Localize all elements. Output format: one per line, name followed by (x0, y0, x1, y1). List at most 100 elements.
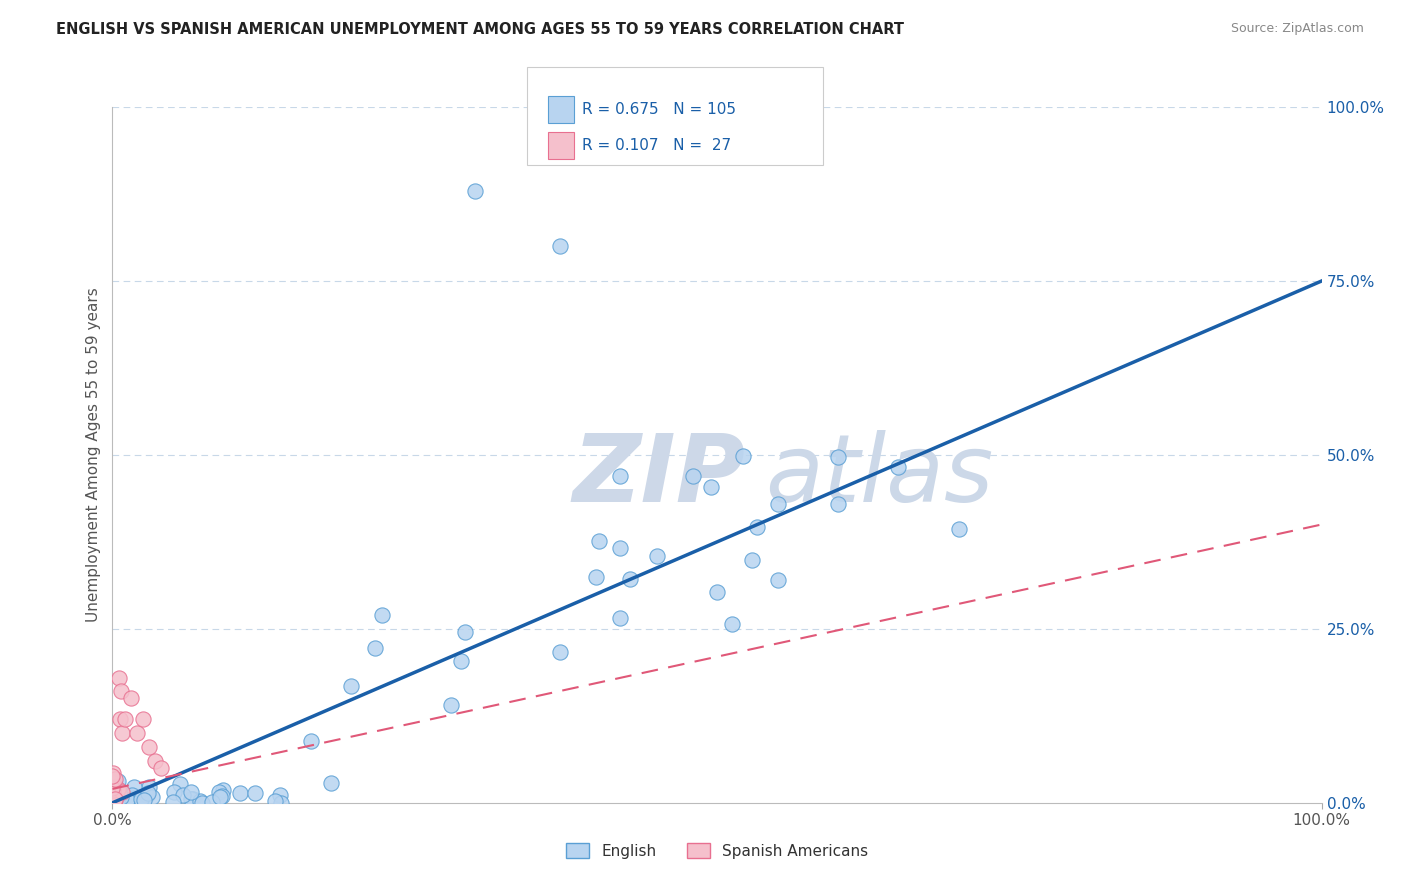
Point (108, 712, 131, 726)
Point (132, 712, 155, 726)
Point (124, 795, 146, 809)
Point (699, 481, 721, 495)
Point (111, 785, 134, 799)
Point (101, 795, 124, 809)
Point (129, 792, 152, 806)
Point (264, 794, 287, 808)
Point (141, 789, 163, 804)
Point (101, 793, 124, 807)
Point (201, 796, 224, 810)
Point (645, 549, 668, 563)
Point (741, 553, 763, 567)
Point (101, 780, 124, 794)
Point (121, 788, 143, 802)
Point (143, 754, 166, 768)
Point (111, 726, 134, 740)
Point (364, 641, 387, 656)
Point (548, 645, 571, 659)
Point (180, 792, 202, 806)
Point (121, 795, 143, 809)
Point (464, 184, 486, 198)
Point (183, 795, 205, 809)
Point (108, 785, 131, 799)
Point (101, 769, 124, 783)
Point (110, 789, 132, 803)
Point (245, 787, 267, 801)
Point (609, 541, 631, 555)
Point (208, 790, 231, 805)
Point (138, 780, 160, 794)
Point (706, 585, 728, 599)
Point (827, 497, 849, 511)
Text: ZIP: ZIP (572, 430, 745, 522)
Point (101, 780, 124, 795)
Point (163, 785, 186, 799)
Point (191, 796, 214, 810)
Point (745, 519, 768, 533)
Point (127, 793, 149, 807)
Point (101, 792, 124, 806)
Point (110, 785, 132, 799)
Point (101, 774, 124, 789)
Point (107, 783, 129, 797)
Point (609, 611, 631, 625)
Point (548, 239, 571, 253)
Point (101, 790, 124, 805)
Y-axis label: Unemployment Among Ages 55 to 59 years: Unemployment Among Ages 55 to 59 years (86, 287, 101, 623)
Point (110, 684, 132, 698)
Point (180, 792, 202, 806)
Point (107, 789, 129, 804)
Text: R = 0.675   N = 105: R = 0.675 N = 105 (582, 103, 737, 117)
Point (103, 796, 125, 810)
Point (211, 789, 233, 803)
Point (339, 679, 361, 693)
Point (619, 572, 641, 586)
Point (112, 794, 135, 808)
Point (136, 786, 159, 800)
Point (101, 793, 124, 807)
Point (125, 794, 148, 808)
Text: Source: ZipAtlas.com: Source: ZipAtlas.com (1230, 22, 1364, 36)
Point (101, 795, 124, 809)
Point (122, 791, 145, 805)
Point (101, 789, 124, 804)
Point (609, 468, 631, 483)
Point (107, 774, 129, 789)
Point (371, 608, 394, 623)
Point (103, 789, 125, 803)
Point (101, 766, 124, 780)
Point (101, 791, 124, 805)
Point (585, 570, 607, 584)
Point (101, 787, 124, 801)
Point (103, 792, 125, 806)
Point (188, 794, 211, 808)
Point (208, 784, 231, 798)
Point (270, 796, 292, 810)
Point (269, 788, 291, 802)
Point (104, 792, 127, 806)
Point (439, 698, 461, 712)
Point (107, 791, 129, 805)
Legend: English, Spanish Americans: English, Spanish Americans (560, 837, 875, 864)
Point (948, 522, 970, 536)
Point (101, 780, 124, 795)
Point (827, 450, 849, 464)
Point (110, 790, 132, 805)
Point (180, 784, 202, 798)
Point (105, 782, 128, 797)
Point (172, 789, 194, 803)
Point (103, 783, 125, 797)
Point (120, 795, 142, 809)
Point (682, 468, 704, 483)
Point (108, 795, 131, 809)
Point (321, 776, 343, 790)
Point (107, 782, 129, 797)
Point (105, 795, 128, 809)
Point (120, 791, 142, 805)
Point (162, 795, 184, 809)
Point (103, 786, 125, 800)
Point (887, 459, 910, 474)
Point (766, 574, 789, 588)
Point (101, 793, 124, 807)
Point (101, 789, 124, 803)
